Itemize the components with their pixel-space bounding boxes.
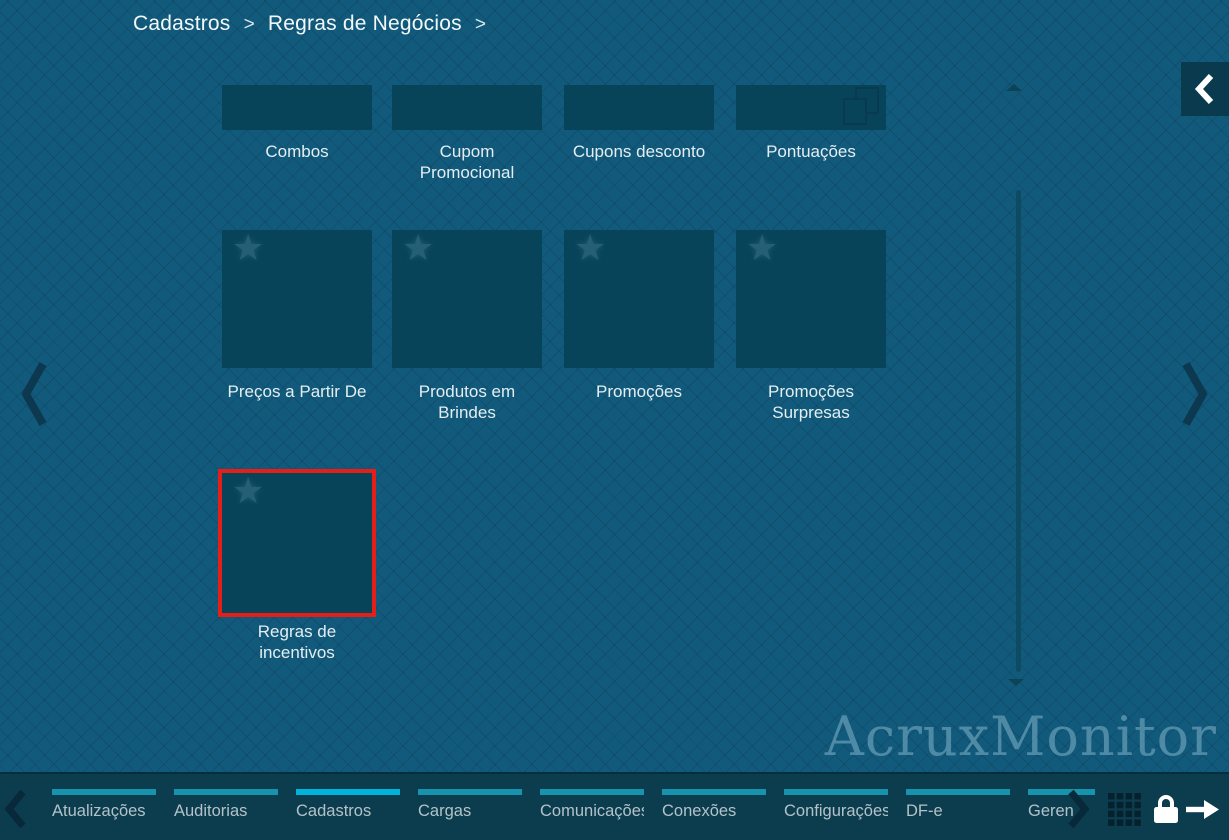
tile-promocoes-surpresas[interactable]: ★ Promoções Surpresas	[736, 230, 886, 422]
breadcrumb: Cadastros > Regras de Negócios >	[133, 12, 493, 36]
tab-indicator-active	[296, 789, 400, 795]
tab-indicator	[174, 789, 278, 795]
tile-pontuacoes[interactable]: Pontuações	[736, 85, 886, 161]
exit-button[interactable]	[1186, 800, 1220, 822]
tab-conexoes[interactable]: Conexões	[662, 789, 766, 835]
tile-label: Promoções	[596, 382, 682, 401]
tab-indicator	[662, 789, 766, 795]
tab-cargas[interactable]: Cargas	[418, 789, 522, 835]
tab-label: Cadastros	[296, 802, 372, 820]
tile-cupom-promocional[interactable]: Cupom Promocional	[392, 85, 542, 182]
breadcrumb-separator: >	[474, 14, 487, 35]
tab-indicator	[52, 789, 156, 795]
apps-grid-button[interactable]	[1108, 793, 1141, 829]
chevron-left-icon	[21, 362, 47, 426]
tile-promocoes[interactable]: ★ Promoções	[564, 230, 714, 401]
lock-icon	[1154, 795, 1178, 823]
star-icon: ★	[574, 227, 607, 268]
tab-label: Configurações	[784, 802, 888, 820]
tab-label: Conexões	[662, 802, 737, 820]
tab-label: DF-e	[906, 802, 943, 820]
tab-label: Geren	[1028, 802, 1074, 820]
tab-indicator	[784, 789, 888, 795]
tile-pontuacoes-box[interactable]	[736, 85, 886, 130]
tile-label: Promoções Surpresas	[768, 382, 854, 422]
star-icon: ★	[232, 227, 265, 268]
chevron-right-icon	[1182, 362, 1208, 426]
breadcrumb-cadastros[interactable]: Cadastros	[133, 12, 231, 35]
tabs-scroll-right-button[interactable]	[1067, 789, 1090, 831]
tab-label: Cargas	[418, 802, 472, 820]
tile-label: Regras de incentivos	[257, 622, 337, 662]
tab-label: Comunicações	[540, 802, 644, 820]
tile-combos-box[interactable]	[222, 85, 372, 130]
tile-regras-de-incentivos-box[interactable]: ★	[218, 469, 376, 617]
tab-auditorias[interactable]: Auditorias	[174, 789, 278, 835]
tab-atualizacoes[interactable]: Atualizações	[52, 789, 156, 835]
breadcrumb-regras-de-negocios[interactable]: Regras de Negócios	[267, 12, 462, 35]
tile-regras-de-incentivos[interactable]: ★ Regras de incentivos	[218, 469, 376, 662]
chevron-left-icon	[1194, 74, 1214, 104]
star-icon: ★	[232, 470, 265, 511]
tile-promocoes-surpresas-box[interactable]: ★	[736, 230, 886, 368]
app-logo-watermark: AcruxMonitor	[824, 705, 1217, 768]
tile-label: Pontuações	[766, 142, 856, 161]
breadcrumb-separator: >	[243, 14, 255, 35]
star-icon: ★	[402, 227, 435, 268]
tab-gerenciamento[interactable]: Geren	[1028, 789, 1095, 835]
tile-label: Cupom Promocional	[419, 142, 515, 182]
tab-indicator	[418, 789, 522, 795]
tab-indicator	[540, 789, 644, 795]
scrollbar-thumb[interactable]	[1016, 190, 1021, 672]
lock-button[interactable]	[1151, 793, 1181, 827]
tile-produtos-em-brindes[interactable]: ★ Produtos em Brindes	[392, 230, 542, 422]
tab-indicator	[1028, 789, 1095, 795]
tile-cupom-promocional-box[interactable]	[392, 85, 542, 130]
tabs-scroll-left-button[interactable]	[4, 789, 27, 831]
tile-label: Preços a Partir De	[227, 382, 367, 401]
page-right-button[interactable]	[1181, 360, 1209, 431]
copy-icon	[843, 87, 879, 125]
page-left-button[interactable]	[20, 360, 48, 431]
tile-label: Combos	[265, 142, 329, 161]
tab-dfe[interactable]: DF-e	[906, 789, 1010, 835]
star-icon: ★	[746, 227, 779, 268]
tile-precos-a-partir-de-box[interactable]: ★	[222, 230, 372, 368]
taskbar: Atualizações Auditorias Cadastros Cargas…	[0, 772, 1229, 840]
tile-label: Cupons desconto	[572, 142, 706, 161]
grid-icon	[1108, 793, 1141, 826]
chevron-left-icon	[4, 789, 26, 829]
tile-combos[interactable]: Combos	[222, 85, 372, 161]
scroll-up-arrow[interactable]	[1006, 84, 1022, 91]
tile-label: Produtos em Brindes	[418, 382, 516, 422]
tile-promocoes-box[interactable]: ★	[564, 230, 714, 368]
tab-label: Auditorias	[174, 802, 248, 820]
tab-label: Atualizações	[52, 802, 146, 820]
tile-precos-a-partir-de[interactable]: ★ Preços a Partir De	[222, 230, 372, 401]
tab-cadastros[interactable]: Cadastros	[296, 789, 400, 835]
tile-cupons-desconto-box[interactable]	[564, 85, 714, 130]
tab-indicator	[906, 789, 1010, 795]
tile-cupons-desconto[interactable]: Cupons desconto	[564, 85, 714, 161]
collapse-panel-button[interactable]	[1181, 62, 1229, 116]
chevron-right-icon	[1068, 789, 1090, 829]
arrow-right-icon	[1186, 800, 1219, 819]
tab-configuracoes[interactable]: Configurações	[784, 789, 888, 835]
tile-produtos-em-brindes-box[interactable]: ★	[392, 230, 542, 368]
tab-comunicacoes[interactable]: Comunicações	[540, 789, 644, 835]
scroll-down-arrow[interactable]	[1008, 679, 1024, 686]
